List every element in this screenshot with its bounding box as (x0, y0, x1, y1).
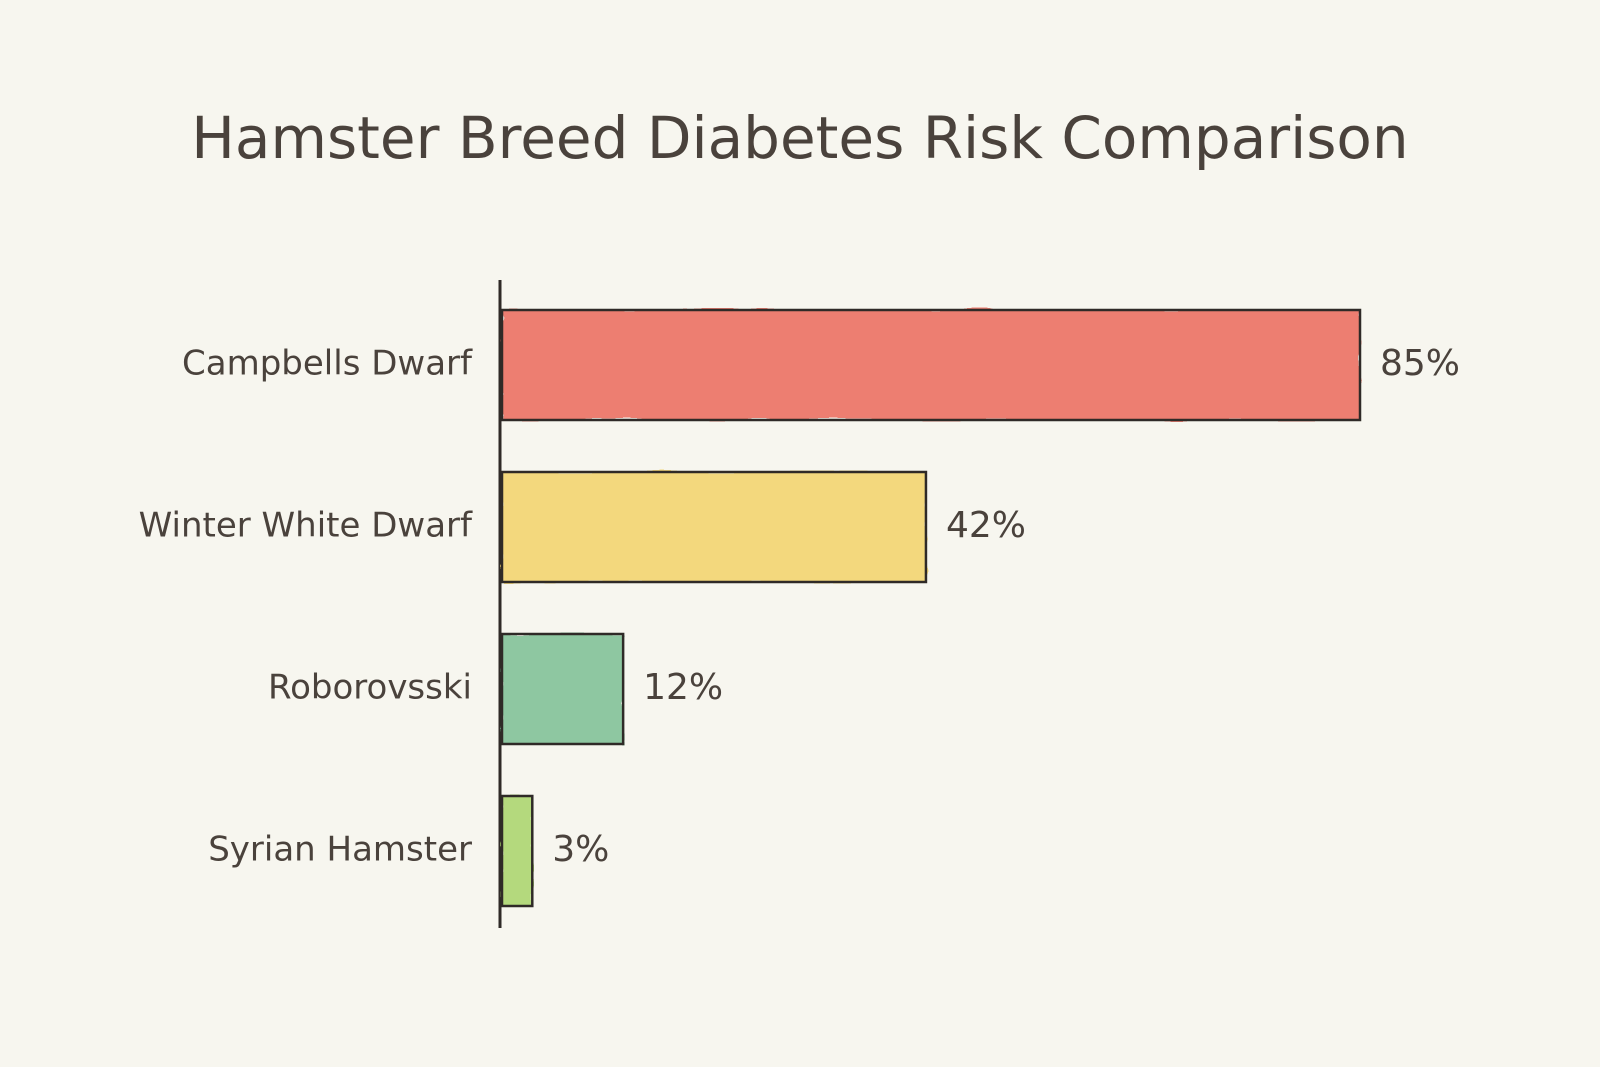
value-label: 85% (1380, 343, 1460, 384)
bar (500, 794, 534, 908)
value-label: 42% (946, 505, 1026, 546)
value-label: 12% (643, 667, 723, 708)
bar (500, 632, 625, 746)
category-label: Winter White Dwarf (139, 506, 473, 546)
category-label: Roborovsski (268, 668, 472, 708)
bar-wash (502, 634, 624, 744)
category-label: Campbells Dwarf (182, 344, 473, 384)
bar-wash (502, 472, 926, 582)
value-label: 3% (552, 829, 609, 870)
bar (500, 308, 1362, 422)
bar-wash (502, 796, 533, 906)
category-label: Syrian Hamster (208, 830, 472, 870)
bar-wash (502, 310, 1360, 420)
bar (500, 470, 928, 584)
chart-title: Hamster Breed Diabetes Risk Comparison (191, 104, 1408, 172)
